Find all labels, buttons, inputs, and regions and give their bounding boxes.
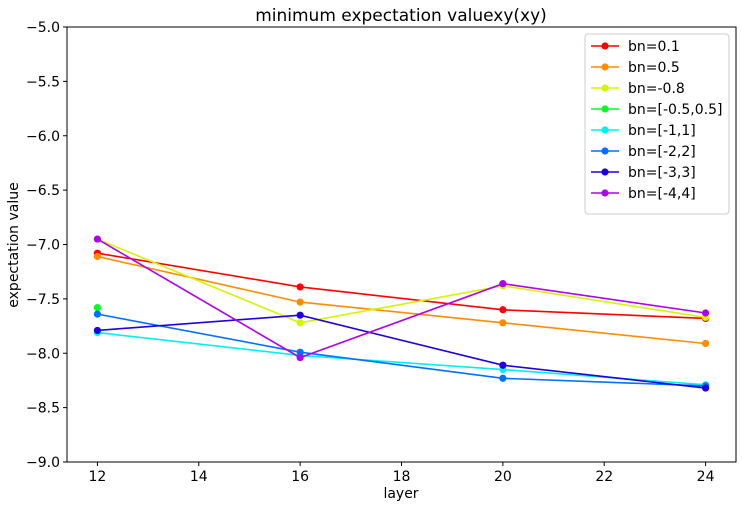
data-point <box>93 303 102 312</box>
y-tick-label: −7.0 <box>26 238 60 254</box>
y-tick-label: −6.0 <box>26 129 60 145</box>
y-tick-label: −9.0 <box>26 455 60 471</box>
y-tick-label: −7.5 <box>26 292 60 308</box>
series-line <box>97 255 706 345</box>
legend-label: bn=[-0.5,0.5] <box>628 102 722 118</box>
data-point <box>93 310 102 318</box>
data-point <box>93 235 102 243</box>
data-point <box>499 374 507 382</box>
legend-swatch-marker <box>601 126 609 134</box>
data-point <box>499 306 507 314</box>
chart-title: minimum expectation valuexy(xy) <box>255 6 547 26</box>
data-point <box>499 280 507 288</box>
legend-label: bn=[-3,3] <box>628 165 696 181</box>
data-point <box>499 319 507 327</box>
x-axis-label: layer <box>383 486 418 502</box>
data-point <box>296 311 304 319</box>
axes-frame <box>66 26 737 463</box>
legend-label: bn=-0.8 <box>628 81 685 97</box>
x-tick-label: 18 <box>393 469 411 485</box>
legend-swatch-marker <box>601 189 609 197</box>
legend-swatch-marker <box>601 42 609 50</box>
data-point <box>701 384 710 392</box>
y-tick-label: −8.0 <box>26 346 60 362</box>
data-point <box>296 319 304 327</box>
x-tick-label: 20 <box>494 469 512 485</box>
series-line <box>97 252 706 320</box>
x-tick-label: 12 <box>88 469 106 485</box>
y-tick-label: −5.5 <box>26 74 60 90</box>
x-tick-label: 22 <box>595 469 613 485</box>
axes-layer: 12 14 16 18 20 22 24 −9.0 −8.5 −8.0 −7.5 −7.0 −6.5 −6… <box>26 20 737 485</box>
legend-swatch-marker <box>601 168 609 176</box>
legend-swatch-marker <box>601 147 609 155</box>
legend-swatch-marker <box>601 63 609 71</box>
legend-label: bn=[-2,2] <box>628 144 696 160</box>
data-point <box>296 354 304 362</box>
series-line <box>97 313 706 387</box>
legend-swatch-marker <box>601 105 609 113</box>
series-line <box>96 238 706 359</box>
series-layer <box>93 235 710 392</box>
data-point <box>701 309 710 317</box>
y-axis-label: expectation value <box>6 182 22 307</box>
data-point <box>296 298 304 306</box>
data-point <box>93 326 102 335</box>
data-point <box>93 252 102 261</box>
legend-box <box>584 33 730 215</box>
y-tick-label: −8.5 <box>26 401 60 417</box>
series-line <box>97 314 706 389</box>
data-point <box>701 339 710 348</box>
data-point <box>499 361 507 369</box>
legend-label: bn=[-4,4] <box>628 186 696 202</box>
legend-label: bn=[-1,1] <box>628 123 696 139</box>
y-tick-label: −5.0 <box>26 20 60 36</box>
x-tick-label: 16 <box>291 469 309 485</box>
x-tick-label: 24 <box>697 469 715 485</box>
series-line <box>97 238 706 324</box>
data-point <box>296 283 304 291</box>
data-point <box>296 348 304 356</box>
legend-label: bn=0.5 <box>628 60 680 76</box>
legend: bn=0.1 bn=0.5 bn=-0.8 bn=[-0.5,0.5] bn=[-1,1… <box>584 33 730 215</box>
x-tick-label: 14 <box>190 469 208 485</box>
legend-swatch-marker <box>601 84 609 92</box>
legend-label: bn=0.1 <box>628 39 680 55</box>
y-tick-label: −6.5 <box>26 183 60 199</box>
